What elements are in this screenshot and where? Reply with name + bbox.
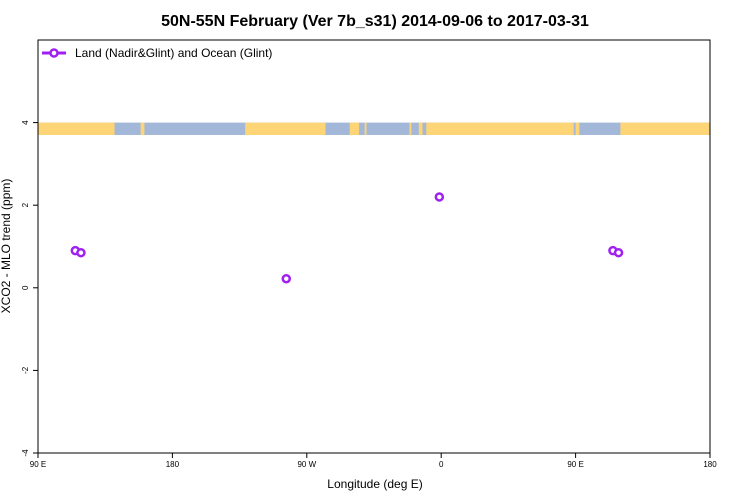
- x-tick-label: 90 E: [567, 460, 583, 469]
- land-segment: [575, 122, 580, 135]
- land-segment: [140, 122, 145, 135]
- y-tick-label: -4: [21, 449, 30, 457]
- land-segment: [426, 122, 574, 135]
- chart-title: 50N-55N February (Ver 7b_s31) 2014-09-06…: [161, 13, 589, 30]
- y-axis-label: XCO2 - MLO trend (ppm): [0, 179, 13, 314]
- data-points: [70, 192, 624, 284]
- x-tick-label: 180: [166, 460, 180, 469]
- x-tick-label: 180: [703, 460, 717, 469]
- data-point: [434, 192, 445, 202]
- land-segment: [38, 122, 115, 135]
- x-tick-label: 0: [439, 460, 444, 469]
- y-tick-label: 2: [21, 202, 30, 207]
- ocean-band: [38, 122, 710, 135]
- x-axis-ticks: 90 E 180 90 W 0 90 E 180: [30, 453, 717, 469]
- land-segment: [349, 122, 360, 135]
- land-segment: [418, 122, 423, 135]
- y-axis-ticks: -4 -2 0 2 4: [21, 120, 38, 457]
- land-segment: [245, 122, 326, 135]
- y-tick-label: -2: [21, 366, 30, 374]
- legend-label: Land (Nadir&Glint) and Ocean (Glint): [75, 46, 272, 60]
- x-tick-label: 90 E: [30, 460, 46, 469]
- legend: Land (Nadir&Glint) and Ocean (Glint): [42, 46, 272, 60]
- data-point: [281, 273, 292, 284]
- land-segment: [620, 122, 710, 135]
- land-segment: [409, 122, 412, 135]
- data-point: [613, 247, 624, 258]
- x-tick-label: 90 W: [297, 460, 316, 469]
- data-point: [76, 247, 86, 258]
- plot-frame: [37, 39, 711, 454]
- legend-marker: [49, 48, 59, 58]
- x-axis-label: Longitude (deg E): [327, 477, 422, 491]
- y-tick-label: 0: [21, 285, 30, 290]
- y-tick-label: 4: [21, 120, 30, 125]
- land-mask-band: [38, 122, 710, 135]
- land-segment: [364, 122, 367, 135]
